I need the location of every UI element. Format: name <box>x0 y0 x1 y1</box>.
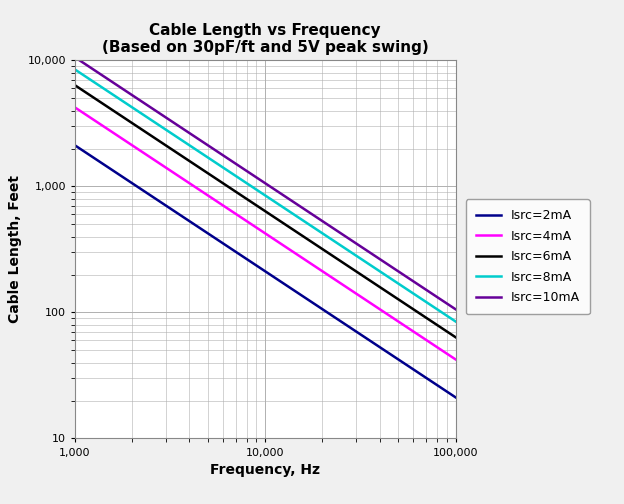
Isrc=4mA <box>252 224 260 230</box>
Line: Isrc=10mA: Isrc=10mA <box>75 57 456 309</box>
Isrc=10mA <box>254 175 261 181</box>
Isrc=8mA <box>383 273 391 279</box>
Isrc=10mA <box>452 306 459 312</box>
Isrc=2mA <box>277 279 285 285</box>
Isrc=2mA <box>442 388 450 394</box>
Isrc=10mA <box>252 174 260 180</box>
Isrc=6mA <box>254 204 261 210</box>
Line: Isrc=6mA: Isrc=6mA <box>75 85 456 337</box>
Isrc=6mA <box>383 289 391 295</box>
Isrc=10mA <box>298 204 305 210</box>
Isrc=4mA <box>298 255 305 261</box>
Isrc=4mA <box>442 350 450 356</box>
Isrc=8mA <box>452 319 459 325</box>
Isrc=4mA <box>71 104 79 110</box>
Isrc=4mA <box>452 356 459 362</box>
Isrc=10mA <box>277 191 285 197</box>
Line: Isrc=2mA: Isrc=2mA <box>75 145 456 397</box>
Isrc=8mA <box>277 203 285 209</box>
Isrc=6mA <box>298 232 305 238</box>
Isrc=8mA <box>442 312 450 319</box>
Legend: Isrc=2mA, Isrc=4mA, Isrc=6mA, Isrc=8mA, Isrc=10mA: Isrc=2mA, Isrc=4mA, Isrc=6mA, Isrc=8mA, … <box>466 199 590 314</box>
Isrc=8mA <box>252 186 260 192</box>
Isrc=4mA <box>383 311 391 317</box>
Isrc=10mA <box>383 261 391 267</box>
Isrc=2mA <box>298 292 305 298</box>
Line: Isrc=8mA: Isrc=8mA <box>75 70 456 322</box>
Isrc=4mA <box>254 226 261 232</box>
Y-axis label: Cable Length, Feet: Cable Length, Feet <box>7 175 22 324</box>
Isrc=8mA <box>254 187 261 194</box>
Isrc=10mA <box>442 300 450 306</box>
Isrc=4mA <box>277 241 285 247</box>
Line: Isrc=4mA: Isrc=4mA <box>75 107 456 359</box>
Isrc=2mA <box>254 264 261 270</box>
Isrc=10mA <box>71 54 79 60</box>
Isrc=6mA <box>71 82 79 88</box>
Isrc=8mA <box>298 216 305 222</box>
Isrc=6mA <box>252 202 260 208</box>
Isrc=2mA <box>71 142 79 148</box>
Isrc=6mA <box>442 328 450 334</box>
Isrc=2mA <box>452 394 459 400</box>
Isrc=8mA <box>71 67 79 73</box>
X-axis label: Frequency, Hz: Frequency, Hz <box>210 463 320 477</box>
Title: Cable Length vs Frequency
(Based on 30pF/ft and 5V peak swing): Cable Length vs Frequency (Based on 30pF… <box>102 23 429 55</box>
Isrc=6mA <box>452 334 459 340</box>
Isrc=2mA <box>383 349 391 355</box>
Isrc=2mA <box>252 262 260 268</box>
Isrc=6mA <box>277 219 285 225</box>
